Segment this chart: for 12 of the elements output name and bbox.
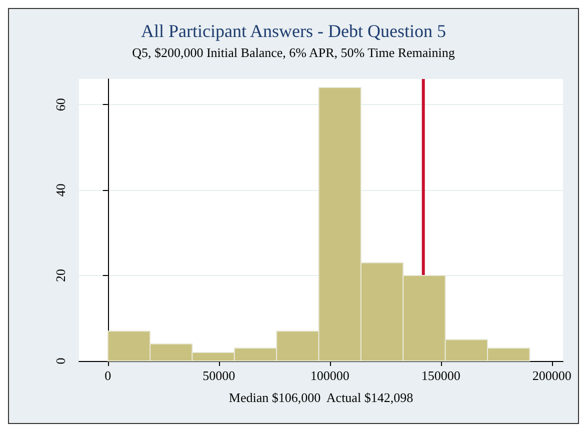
x-tick-label: 0	[104, 368, 112, 383]
chart-subtitle: Q5, $200,000 Initial Balance, 6% APR, 50% Time Remaining	[132, 45, 456, 60]
x-tick-label: 50000	[202, 368, 236, 383]
y-tick-label: 0	[53, 358, 68, 364]
y-tick-label: 20	[53, 269, 68, 282]
y-tick-label: 40	[53, 184, 68, 197]
chart-title: All Participant Answers - Debt Question 5	[141, 21, 446, 41]
y-tick-label: 60	[53, 98, 68, 112]
x-tick-label: 200000	[532, 368, 572, 383]
x-axis-title: Median $106,000 Actual $142,098	[228, 390, 414, 405]
x-tick-label: 100000	[310, 368, 350, 383]
x-tick-label: 150000	[421, 368, 460, 383]
